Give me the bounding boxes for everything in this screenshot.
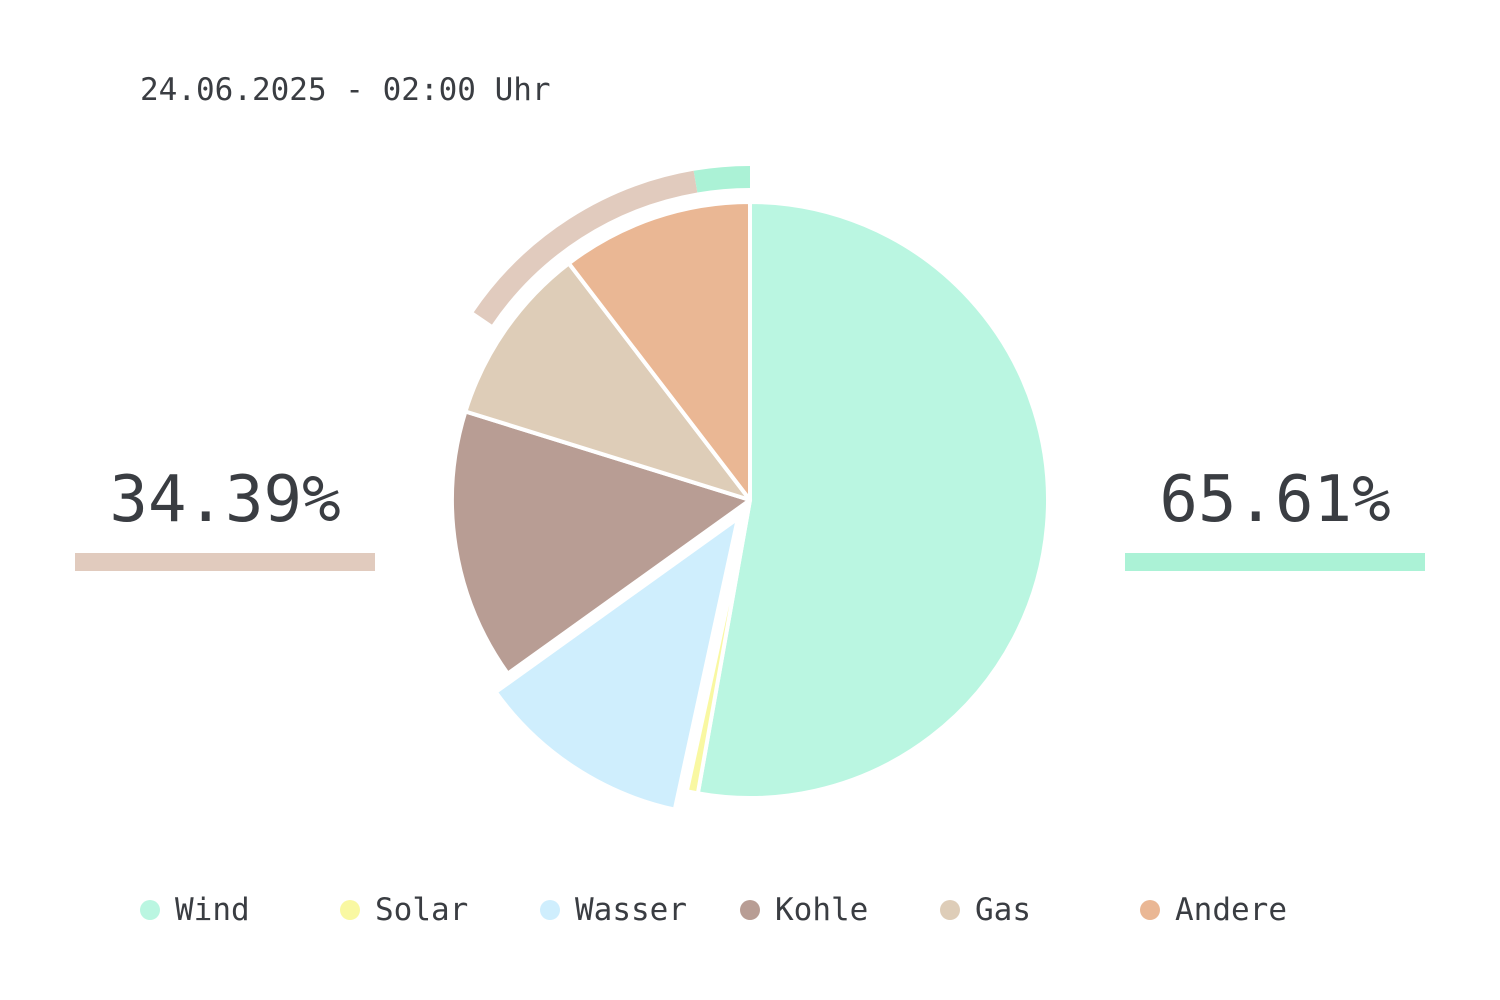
timestamp-label: 24.06.2025 - 02:00 Uhr [140,72,551,108]
legend-item-wind: Wind [140,890,250,930]
legend-label-wasser: Wasser [575,892,687,928]
outer-ring [473,166,751,325]
legend-label-solar: Solar [375,892,469,928]
pie-slice-solar [684,498,752,796]
legend-dot-andere [1140,900,1160,920]
legend-label-andere: Andere [1175,892,1287,928]
renewable-share-bar [1125,553,1425,571]
legend-item-solar: Solar [340,890,468,930]
fossil-share-percent: 34.39% [109,463,341,537]
pie-slice-wind [695,200,1050,800]
legend-dot-solar [340,900,360,920]
fossil-share-bar [75,553,375,571]
outer-ring-renewable [693,166,751,193]
legend-dot-wasser [540,900,560,920]
pie-slice-wasser [493,516,740,812]
pie-slices [450,200,1050,812]
renewable-share-percent: 65.61% [1159,463,1391,537]
legend-item-wasser: Wasser [540,890,687,930]
legend-label-kohle: Kohle [775,892,869,928]
legend-item-gas: Gas [940,890,1031,930]
pie-slice-gas [463,261,752,502]
pie-slice-andere [566,200,752,502]
legend-dot-kohle [740,900,760,920]
legend-label-wind: Wind [175,892,250,928]
legend-item-andere: Andere [1140,890,1287,930]
legend-item-kohle: Kohle [740,890,868,930]
legend-dot-gas [940,900,960,920]
legend-label-gas: Gas [975,892,1031,928]
outer-ring-fossil [473,170,698,325]
legend-dot-wind [140,900,160,920]
